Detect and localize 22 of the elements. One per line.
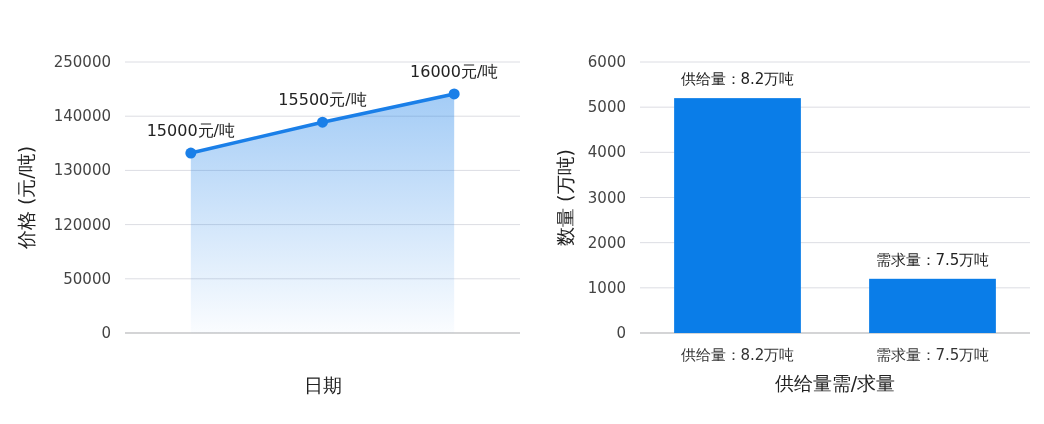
annotation: 需求量：7.5万吨 <box>875 250 990 269</box>
y-tick-label: 2000 <box>587 233 626 252</box>
text: 120000 <box>53 215 111 234</box>
text: 130000 <box>53 161 111 180</box>
annotation: 16000元/吨 <box>410 61 499 81</box>
text: 140000 <box>53 107 111 126</box>
y-tick-label: 1000 <box>587 278 626 297</box>
x-axis-title: 供给量需/求量 <box>774 372 896 394</box>
y-tick-label: 3000 <box>587 188 626 207</box>
text: 50000 <box>63 269 111 288</box>
annotation: 15500元/吨 <box>278 90 367 110</box>
y-axis-title: 价格 (元/吨) <box>15 145 37 251</box>
y-tick-label: 4000 <box>587 143 626 162</box>
annotation: 15000元/吨 <box>146 121 235 141</box>
y-tick-label: 5000 <box>587 98 626 117</box>
annotation: 供给量：8.2万吨 <box>680 70 795 89</box>
x-axis-title: 日期 <box>303 374 342 396</box>
text: 0 <box>101 324 111 342</box>
text: 250000 <box>53 53 111 71</box>
y-tick-label: 0 <box>616 324 626 342</box>
y-tick-label: 6000 <box>587 53 626 71</box>
y-axis-title: 数量 (万吨) <box>554 149 576 246</box>
